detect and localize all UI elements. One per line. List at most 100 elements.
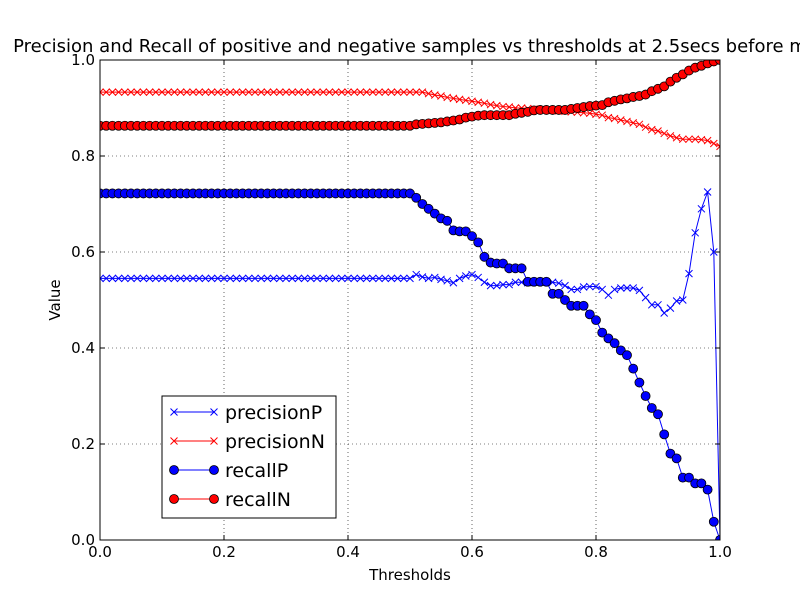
data-point-precisionp xyxy=(201,274,210,283)
data-point-precisionp xyxy=(666,304,675,313)
data-point-precisionn xyxy=(257,88,266,97)
data-point-recallp xyxy=(696,478,707,489)
data-point-precisionn xyxy=(486,100,495,109)
x-tick-label: 0.2 xyxy=(212,543,236,561)
data-point-precisionp xyxy=(269,274,278,283)
x-tick-label: 0.6 xyxy=(460,543,484,561)
data-point-precisionp xyxy=(455,274,464,283)
data-point-precisionp xyxy=(362,274,371,283)
data-point-precisionp xyxy=(158,274,166,283)
data-point-recallp xyxy=(653,409,663,420)
legend-marker-recallp xyxy=(169,465,179,475)
data-point-precisionn xyxy=(716,142,720,151)
data-point-precisionn xyxy=(424,89,433,98)
data-point-precisionn xyxy=(412,88,421,97)
data-point-precisionp xyxy=(678,296,687,304)
data-point-precisionp xyxy=(294,274,303,283)
data-point-precisionp xyxy=(306,274,315,283)
data-point-recallp xyxy=(467,231,477,242)
y-tick-label: 1.0 xyxy=(71,51,95,69)
plot-frame xyxy=(99,59,721,541)
data-point-precisionp xyxy=(393,274,402,283)
data-point-precisionp xyxy=(350,274,359,283)
data-point-precisionp xyxy=(685,269,693,278)
legend-item-recallp: recallP xyxy=(169,460,288,482)
data-point-precisionn xyxy=(616,116,625,124)
data-point-precisionp xyxy=(709,248,718,256)
data-point-precisionn xyxy=(387,88,396,97)
data-point-precisionp xyxy=(592,282,600,291)
data-point-precisionp xyxy=(616,284,625,292)
data-point-precisionp xyxy=(579,283,588,291)
data-point-precisionp xyxy=(100,274,104,283)
series-precisionn xyxy=(100,88,720,151)
data-point-precisionn xyxy=(164,88,173,97)
data-point-precisionp xyxy=(654,300,662,309)
data-point-precisionn xyxy=(685,135,693,144)
data-point-precisionp xyxy=(133,274,142,283)
y-tick-label: 0.0 xyxy=(71,531,95,549)
data-point-precisionp xyxy=(610,285,619,294)
data-point-precisionp xyxy=(331,274,340,283)
data-point-precisionp xyxy=(127,274,135,283)
data-point-precisionp xyxy=(356,274,365,283)
data-point-precisionp xyxy=(474,273,483,282)
x-tick-label: 0.8 xyxy=(584,543,608,561)
data-point-precisionn xyxy=(220,88,228,97)
legend-item-precisionn: precisionN xyxy=(170,431,325,453)
data-point-precisionn xyxy=(102,88,111,97)
data-point-precisionn xyxy=(468,97,476,106)
data-point-precisionp xyxy=(182,274,191,283)
data-point-precisionn xyxy=(356,88,365,97)
data-point-precisionn xyxy=(666,131,675,140)
data-point-precisionn xyxy=(697,135,706,144)
data-point-precisionp xyxy=(406,274,414,283)
data-point-precisionn xyxy=(437,92,445,100)
data-point-precisionp xyxy=(660,309,669,317)
data-point-precisionp xyxy=(430,273,439,282)
data-point-precisionp xyxy=(604,291,613,300)
y-tick-label: 0.4 xyxy=(71,339,95,357)
data-point-precisionn xyxy=(635,120,644,129)
data-point-precisionp xyxy=(647,300,656,309)
data-point-precisionn xyxy=(623,117,631,126)
data-point-precisionn xyxy=(585,109,594,118)
data-point-precisionp xyxy=(313,274,321,283)
data-point-precisionp xyxy=(263,274,272,283)
data-point-precisionn xyxy=(375,88,383,97)
legend-marker-recallp xyxy=(209,465,219,475)
data-point-precisionp xyxy=(257,274,266,283)
data-point-precisionp xyxy=(251,274,259,283)
data-point-precisionn xyxy=(604,113,613,122)
legend-marker-precisionn xyxy=(170,437,178,445)
legend-label-precisionn: precisionN xyxy=(225,431,325,453)
data-point-precisionn xyxy=(598,111,607,120)
data-point-precisionp xyxy=(319,274,328,283)
data-point-precisionn xyxy=(189,88,197,97)
data-point-precisionn xyxy=(294,88,303,97)
data-point-recallp xyxy=(560,295,570,305)
data-point-precisionn xyxy=(170,88,179,97)
data-point-precisionn xyxy=(629,119,638,127)
data-point-precisionp xyxy=(443,276,452,285)
data-point-precisionn xyxy=(133,88,142,97)
data-point-precisionn xyxy=(362,88,371,97)
data-point-precisionn xyxy=(282,88,290,97)
data-point-precisionp xyxy=(288,274,297,283)
data-point-precisionp xyxy=(337,274,346,283)
data-point-precisionp xyxy=(238,274,247,283)
legend-label-recalln: recallN xyxy=(225,489,291,511)
data-point-precisionp xyxy=(424,274,433,283)
data-point-precisionn xyxy=(114,88,123,97)
data-point-recallp xyxy=(516,263,527,274)
data-point-precisionn xyxy=(368,88,377,97)
data-point-recallp xyxy=(715,535,720,540)
data-point-precisionp xyxy=(641,293,650,302)
data-point-precisionn xyxy=(331,88,340,97)
data-point-precisionp xyxy=(139,274,148,283)
data-point-precisionn xyxy=(505,103,514,111)
data-point-precisionn xyxy=(344,88,352,97)
data-point-precisionn xyxy=(393,88,402,97)
data-point-precisionn xyxy=(313,88,321,97)
data-point-recallp xyxy=(609,338,620,349)
